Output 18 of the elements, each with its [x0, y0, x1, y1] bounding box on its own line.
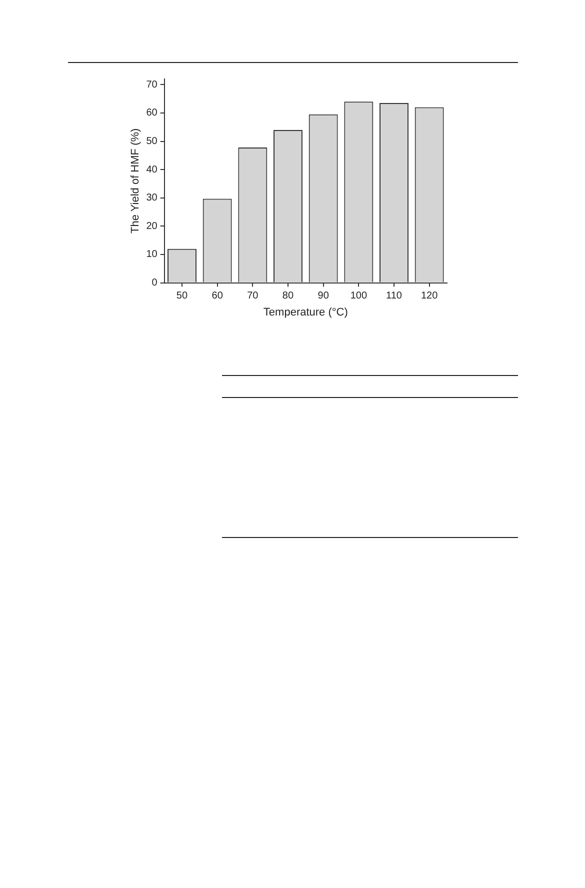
- x-tick-label: 50: [176, 290, 188, 302]
- y-tick-label: 0: [152, 278, 158, 289]
- x-axis-title: Temperature (°C): [263, 306, 348, 318]
- y-tick-label: 40: [146, 164, 158, 176]
- x-tick-label: 80: [282, 290, 294, 302]
- x-tick-label: 110: [386, 290, 402, 302]
- y-tick-label: 20: [146, 220, 158, 232]
- y-tick-label: 60: [146, 108, 158, 119]
- y-tick-label: 10: [146, 249, 158, 260]
- y-axis-title: The Yield of HMF (%): [130, 128, 142, 234]
- x-tick-label: 90: [318, 290, 330, 302]
- y-tick-label: 30: [146, 192, 158, 204]
- y-tick-label: 70: [146, 79, 158, 90]
- x-tick-label: 70: [247, 290, 259, 302]
- x-tick-label: 60: [212, 290, 224, 302]
- y-tick-label: 50: [146, 136, 158, 148]
- x-tick-label: 100: [350, 290, 368, 302]
- x-tick-label: 120: [420, 290, 438, 302]
